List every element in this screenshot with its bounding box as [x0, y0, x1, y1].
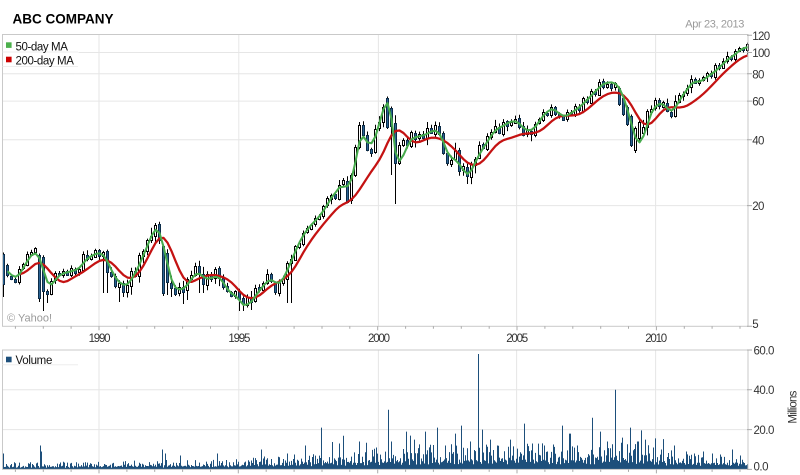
svg-text:40.0: 40.0 [754, 385, 774, 397]
svg-text:20.0: 20.0 [754, 425, 774, 437]
svg-text:© Yahoo!: © Yahoo! [7, 312, 52, 324]
svg-text:60: 60 [752, 97, 764, 109]
svg-text:Apr 23, 2013: Apr 23, 2013 [685, 18, 744, 30]
svg-text:0.0: 0.0 [754, 461, 769, 473]
svg-text:ABC COMPANY: ABC COMPANY [13, 11, 114, 26]
svg-text:Volume: Volume [16, 355, 53, 367]
svg-text:100: 100 [752, 48, 769, 60]
svg-text:80: 80 [752, 69, 764, 81]
svg-text:40: 40 [752, 135, 764, 147]
svg-text:2000: 2000 [368, 333, 390, 345]
svg-text:2005: 2005 [506, 333, 528, 345]
svg-text:1990: 1990 [89, 333, 111, 345]
svg-text:60.0: 60.0 [754, 345, 774, 357]
svg-text:200-day MA: 200-day MA [16, 55, 75, 67]
svg-text:1995: 1995 [228, 333, 250, 345]
svg-text:20: 20 [752, 201, 764, 213]
svg-text:Millions: Millions [788, 390, 800, 423]
svg-text:120: 120 [752, 31, 769, 43]
svg-text:50-day MA: 50-day MA [16, 41, 69, 53]
svg-text:5: 5 [752, 319, 758, 331]
svg-text:2010: 2010 [645, 333, 667, 345]
